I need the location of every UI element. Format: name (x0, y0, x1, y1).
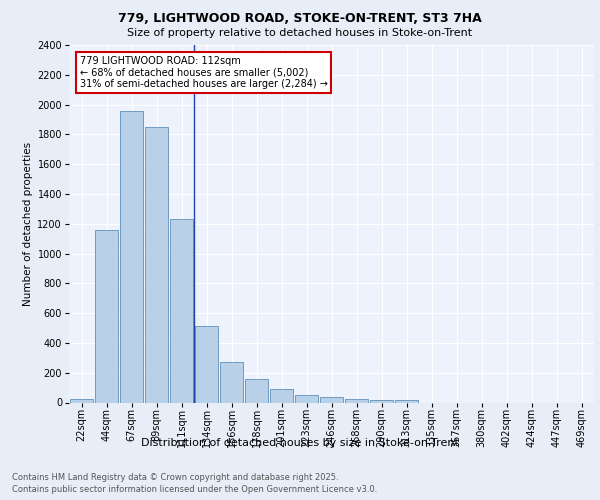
Bar (170, 220, 193, 402)
Bar (320, 396, 343, 402)
Bar (95, 230, 118, 402)
Y-axis label: Number of detached properties: Number of detached properties (23, 142, 33, 306)
Bar (370, 400, 393, 402)
Text: Distribution of detached houses by size in Stoke-on-Trent: Distribution of detached houses by size … (141, 438, 459, 448)
Bar (245, 380, 268, 402)
Bar (145, 127, 168, 402)
Text: Contains public sector information licensed under the Open Government Licence v3: Contains public sector information licen… (12, 485, 377, 494)
Bar (70, 399, 93, 402)
Bar (220, 362, 243, 403)
Text: Size of property relative to detached houses in Stoke-on-Trent: Size of property relative to detached ho… (127, 28, 473, 38)
Bar (120, 110, 143, 403)
Bar (345, 399, 368, 402)
Text: Contains HM Land Registry data © Crown copyright and database right 2025.: Contains HM Land Registry data © Crown c… (12, 472, 338, 482)
Bar (195, 326, 218, 402)
Bar (395, 400, 418, 402)
Bar (295, 396, 318, 402)
Text: 779 LIGHTWOOD ROAD: 112sqm
← 68% of detached houses are smaller (5,002)
31% of s: 779 LIGHTWOOD ROAD: 112sqm ← 68% of deta… (79, 56, 328, 89)
Text: 779, LIGHTWOOD ROAD, STOKE-ON-TRENT, ST3 7HA: 779, LIGHTWOOD ROAD, STOKE-ON-TRENT, ST3… (118, 12, 482, 26)
Bar (270, 389, 293, 402)
